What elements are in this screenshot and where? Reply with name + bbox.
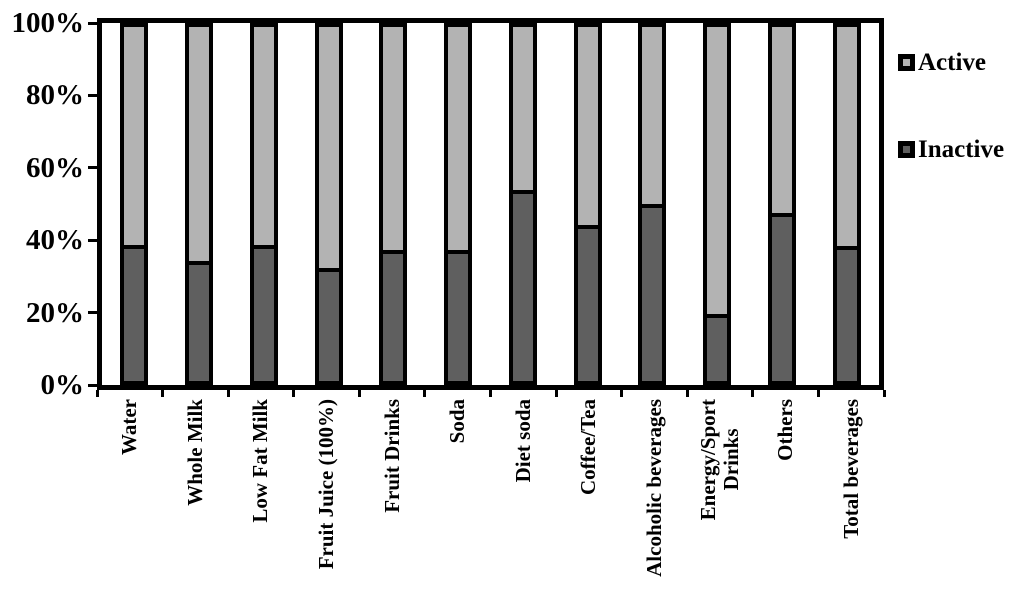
category-label-slot: Water: [97, 399, 163, 455]
bar-segment-inactive: [253, 244, 274, 381]
bar: [703, 23, 732, 385]
category-label-slot: Others: [753, 399, 819, 461]
category-label: Diet soda: [510, 399, 535, 483]
bar-segment-inactive: [707, 313, 728, 381]
bar-slot: [555, 23, 620, 385]
legend: Active Inactive: [898, 50, 1004, 224]
category-label: Others: [773, 399, 798, 461]
bar-slot: [685, 23, 750, 385]
bar: [638, 23, 667, 385]
category-label: Water: [117, 399, 142, 455]
plot-area: [97, 18, 884, 390]
bar-segment-inactive: [642, 204, 663, 381]
x-tick-mark: [226, 390, 230, 397]
category-label-slot: Low Fat Milk: [228, 399, 294, 523]
bar: [573, 23, 602, 385]
category-label: Alcoholic beverages: [641, 399, 666, 577]
y-tick-mark: [88, 21, 97, 25]
bar-slot: [232, 23, 297, 385]
category-label: Soda: [445, 399, 470, 444]
y-tick-label: 40%: [26, 224, 84, 257]
category-label: Coffee/Tea: [576, 399, 601, 496]
legend-marker-inactive-icon: [898, 141, 915, 158]
bar: [314, 23, 343, 385]
y-tick-label: 0%: [40, 369, 85, 401]
x-tick-mark: [882, 390, 886, 397]
category-label-slot: Fruit Drinks: [359, 399, 425, 513]
category-label-slot: Soda: [425, 399, 491, 443]
bar-slot: [167, 23, 232, 385]
bar-segment-inactive: [189, 260, 210, 381]
category-label: Whole Milk: [182, 399, 207, 506]
bar-slot: [814, 23, 879, 385]
bar-segment-inactive: [124, 244, 145, 381]
category-label-slot: Coffee/Tea: [556, 399, 622, 495]
bar: [767, 23, 796, 385]
bar: [832, 23, 861, 385]
y-tick-label: 80%: [26, 79, 84, 112]
category-label-slot: Whole Milk: [163, 399, 229, 506]
y-axis-ticks: [88, 21, 97, 387]
bar-slot: [750, 23, 815, 385]
bar: [185, 23, 214, 385]
legend-item-active: Active: [898, 50, 1004, 75]
x-tick-mark: [423, 390, 427, 397]
category-label-slot: Energy/Sport Drinks: [687, 399, 753, 520]
bar-slot: [296, 23, 361, 385]
x-tick-mark: [554, 390, 558, 397]
x-tick-mark: [292, 390, 296, 397]
y-tick-label: 60%: [26, 151, 84, 184]
x-tick-mark: [489, 390, 492, 397]
x-tick-mark: [161, 390, 165, 397]
category-label: Energy/Sport Drinks: [695, 399, 743, 521]
bar-segment-inactive: [836, 246, 857, 381]
category-labels: Water Whole Milk Low Fat Milk Fruit Juice (…: [97, 399, 884, 611]
category-label: Low Fat Milk: [248, 399, 273, 523]
bar-segment-inactive: [318, 267, 339, 381]
bar-slot: [102, 23, 167, 385]
x-tick-mark: [816, 390, 820, 397]
x-tick-mark: [95, 390, 99, 397]
legend-item-inactive: Inactive: [898, 137, 1004, 162]
y-tick-mark: [88, 311, 97, 315]
bar: [249, 23, 278, 385]
bar-slot: [491, 23, 556, 385]
x-tick-mark: [751, 390, 755, 397]
bar-segment-inactive: [577, 225, 598, 381]
x-tick-mark: [620, 390, 624, 397]
bar-slot: [426, 23, 491, 385]
category-label: Fruit Drinks: [379, 399, 404, 513]
y-tick-label: 20%: [26, 296, 84, 329]
bar-segment-inactive: [771, 212, 792, 381]
category-label-slot: Alcoholic beverages: [622, 399, 688, 577]
legend-label: Inactive: [918, 136, 1005, 163]
category-label-slot: Total beverages: [818, 399, 884, 539]
category-label-slot: Fruit Juice (100%): [294, 399, 360, 569]
y-tick-mark: [88, 238, 97, 242]
y-tick-mark: [88, 93, 97, 97]
bar: [444, 23, 473, 385]
legend-marker-active-icon: [898, 54, 915, 71]
category-label: Total beverages: [838, 399, 863, 539]
bar-segment-inactive: [512, 189, 533, 381]
y-axis-labels: 100% 80% 60% 40% 20% 0%: [0, 8, 85, 400]
bar-segment-inactive: [383, 250, 404, 381]
bar: [379, 23, 408, 385]
x-tick-mark: [357, 390, 361, 397]
legend-label: Active: [918, 49, 987, 76]
bars: [102, 23, 879, 385]
bar: [120, 23, 149, 385]
y-tick-label: 100%: [11, 7, 85, 39]
y-tick-mark: [88, 166, 97, 170]
x-tick-mark: [685, 390, 689, 397]
bar-slot: [620, 23, 685, 385]
category-label-slot: Diet soda: [490, 399, 556, 482]
x-axis-ticks: [95, 390, 886, 397]
bar-slot: [361, 23, 426, 385]
bar: [508, 23, 537, 385]
category-label: Fruit Juice (100%): [313, 399, 338, 570]
bar-segment-inactive: [448, 250, 469, 381]
y-tick-mark: [88, 383, 97, 387]
